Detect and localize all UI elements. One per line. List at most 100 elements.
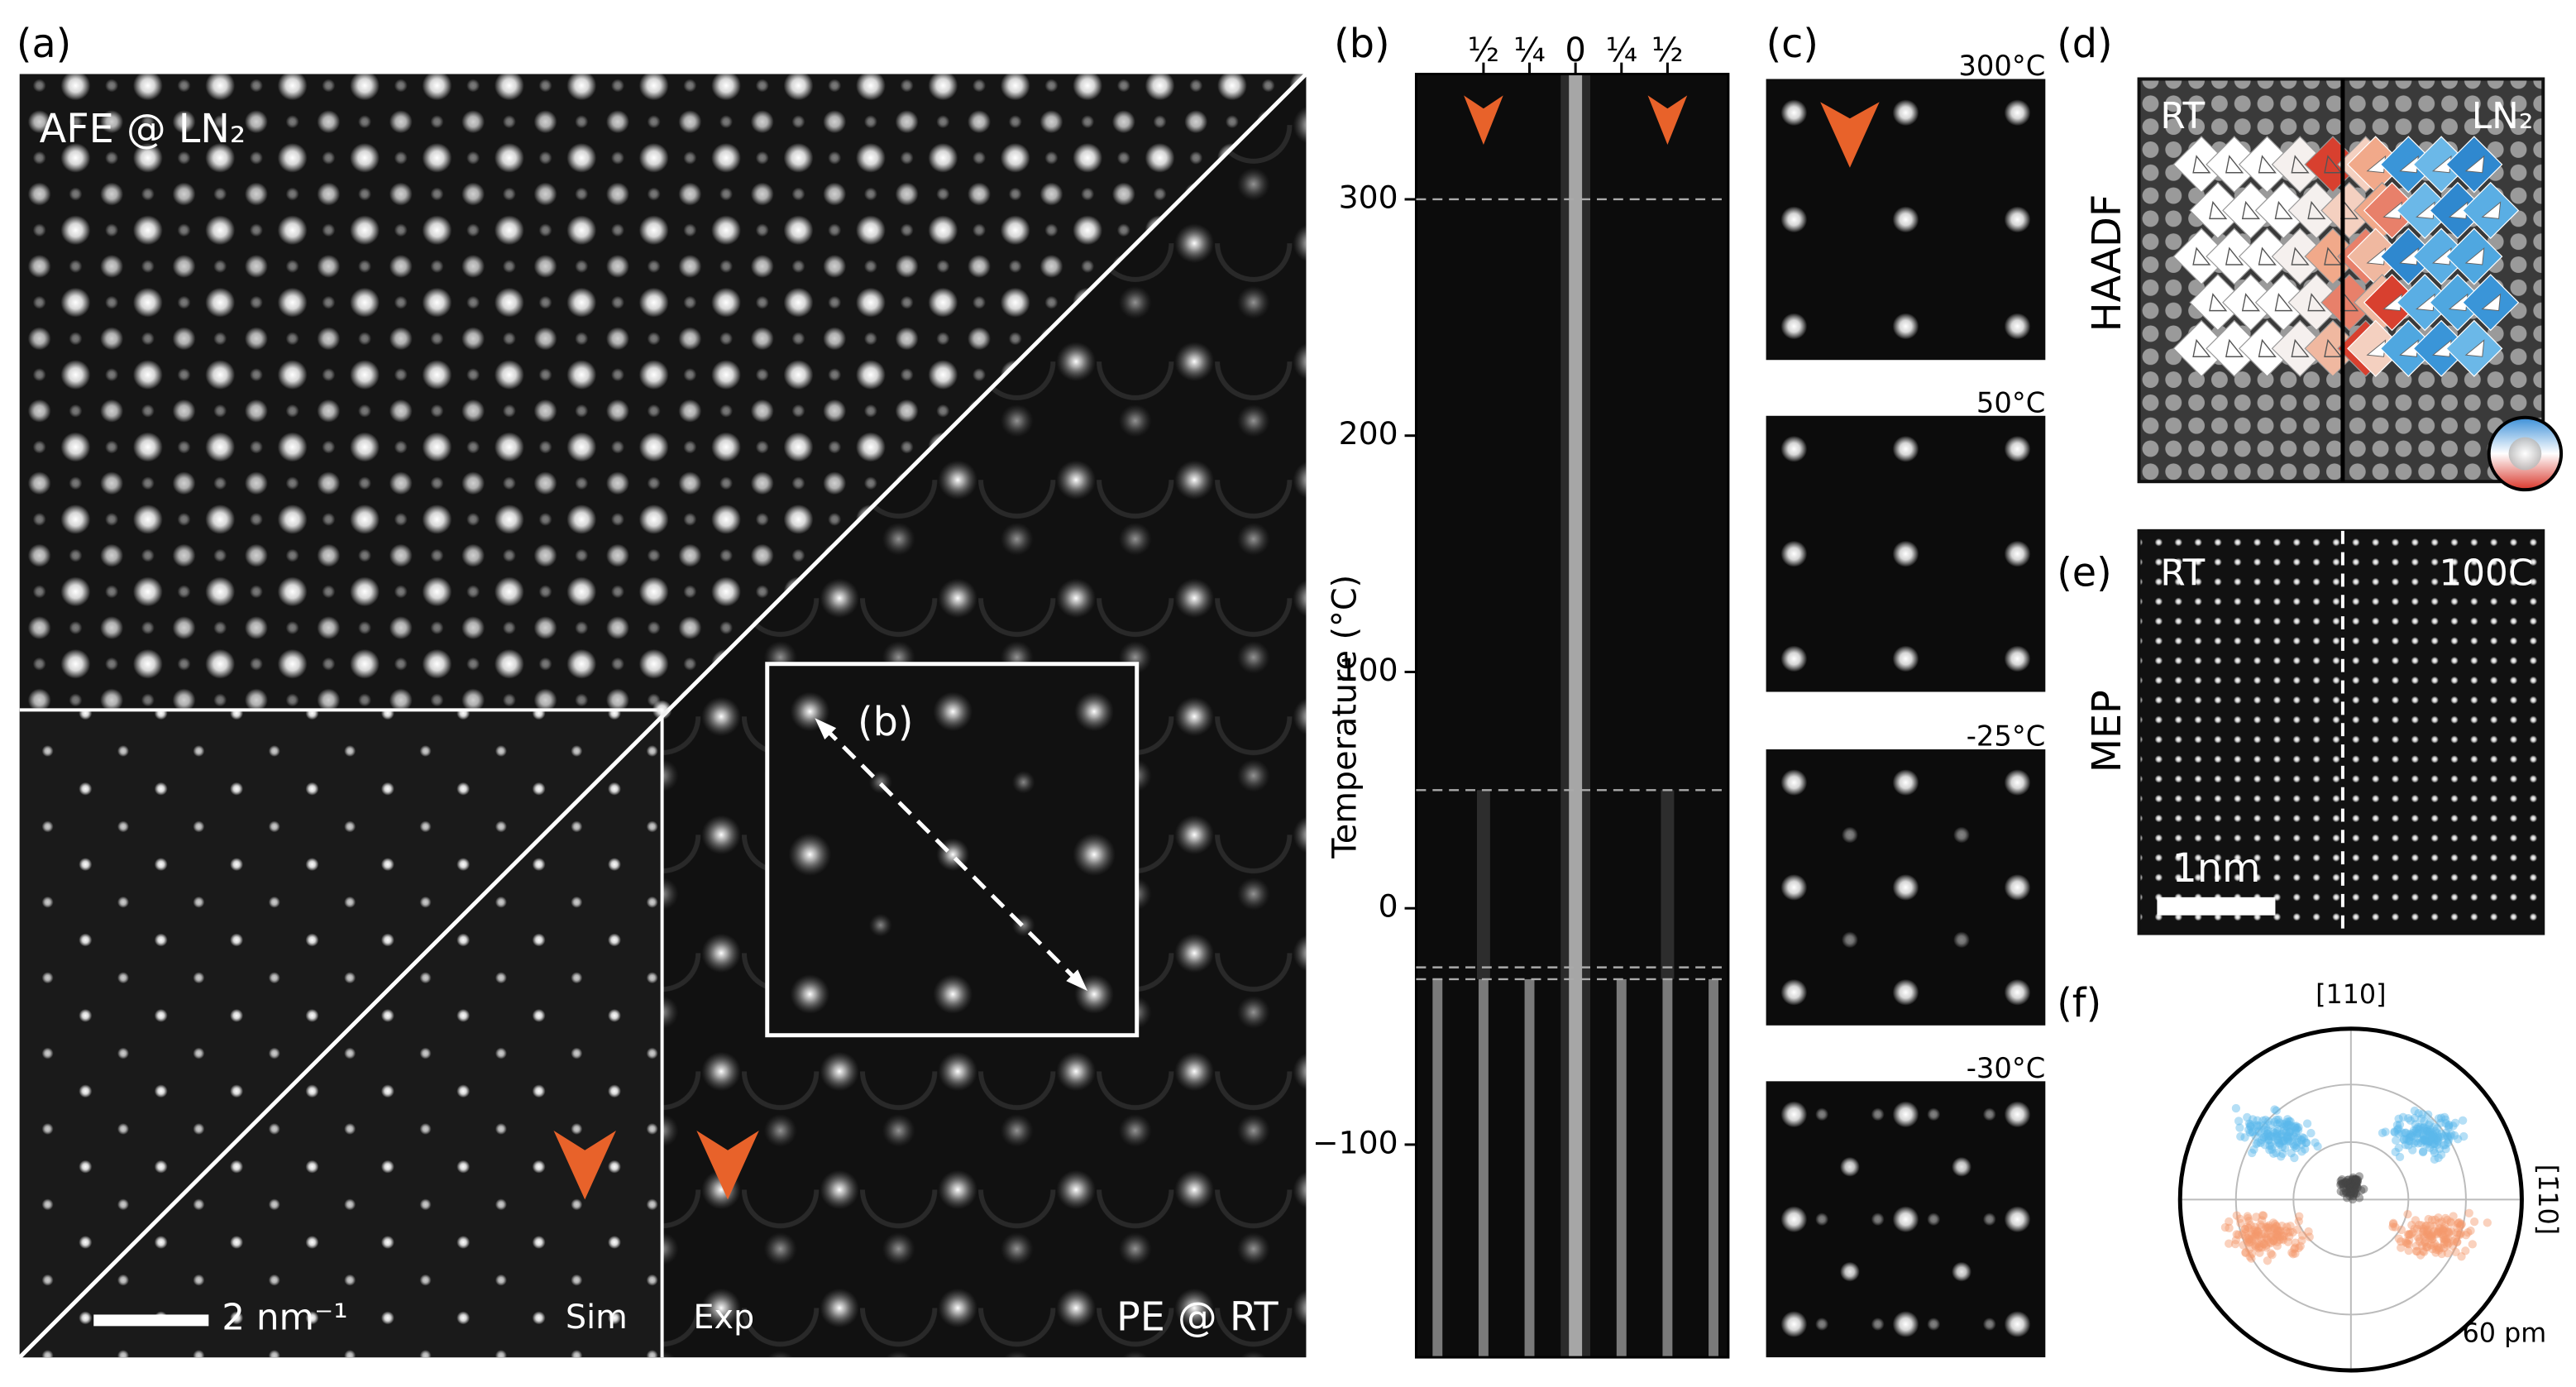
scatter-point <box>2270 1224 2279 1233</box>
scatter-point <box>2339 1184 2349 1193</box>
scatter-point <box>2265 1131 2274 1141</box>
scatter-point <box>2432 1135 2441 1145</box>
scatter-point <box>2441 1235 2450 1245</box>
scatter-point <box>2353 1175 2363 1184</box>
frame <box>1414 73 1730 1359</box>
scatter-point <box>2427 1234 2436 1244</box>
scatter-point <box>2420 1135 2429 1144</box>
scatter-point <box>2296 1135 2306 1145</box>
scatter-point <box>2294 1243 2303 1253</box>
axis-label: [110] <box>2316 980 2386 1010</box>
scatter-point <box>2248 1148 2257 1158</box>
scatter-point <box>2245 1252 2254 1261</box>
scatter-point <box>2434 1244 2444 1253</box>
scatter-point <box>2339 1179 2348 1189</box>
scatter-point <box>2246 1122 2255 1131</box>
scatter-point <box>2457 1252 2466 1261</box>
scatter-point <box>2258 1238 2267 1248</box>
scatter-point <box>2263 1229 2273 1239</box>
region-label: AFE @ LN₂ <box>40 107 246 152</box>
scatter-point <box>2464 1208 2473 1217</box>
scatter-point <box>2407 1221 2416 1230</box>
scatter-point <box>2390 1127 2399 1136</box>
scatter-point <box>2434 1153 2443 1163</box>
scatter-point <box>2289 1140 2298 1150</box>
scatter-point <box>2352 1182 2362 1192</box>
panel-label: (f) <box>2057 981 2101 1026</box>
scatter-point <box>2444 1239 2454 1248</box>
scatter-point <box>2225 1223 2234 1232</box>
scatter-point <box>2264 1135 2273 1144</box>
scatter-point <box>2401 1236 2411 1246</box>
scatter-point <box>2353 1183 2362 1193</box>
scatter-point <box>2433 1140 2442 1150</box>
scatter-point <box>2349 1175 2358 1184</box>
scatter-point <box>2252 1120 2262 1130</box>
scatter-point <box>2392 1136 2401 1145</box>
scatter-point <box>2274 1115 2283 1124</box>
scatter-point <box>2292 1125 2301 1134</box>
scatter-point <box>2346 1186 2356 1196</box>
spot <box>1927 1107 1941 1122</box>
scatter-point <box>2251 1230 2261 1239</box>
scatter-point <box>2433 1229 2442 1239</box>
polarization-tile <box>2271 136 2329 194</box>
scatter-point <box>2413 1139 2423 1148</box>
spot <box>1892 645 1919 672</box>
region-label: 100C <box>2439 552 2533 594</box>
scatter-point <box>2414 1108 2423 1118</box>
scatter-point <box>2343 1175 2352 1185</box>
scatter-point <box>2342 1181 2351 1191</box>
polarization-tile <box>2254 181 2312 239</box>
polar-frame <box>2177 1026 2524 1373</box>
scatter-point <box>2423 1227 2432 1236</box>
scatter-point <box>2337 1179 2346 1189</box>
polarization-tile <box>2304 227 2362 285</box>
scatter-point <box>2283 1136 2292 1145</box>
spot <box>1780 645 1808 672</box>
scatter-point <box>2272 1131 2281 1141</box>
y-tick-label: 200 <box>1339 415 1398 452</box>
scatter-point <box>2232 1211 2241 1220</box>
scatter-point <box>2297 1236 2306 1246</box>
scatter-point <box>2391 1222 2400 1232</box>
stripe <box>1661 790 1675 979</box>
scatter-point <box>2411 1120 2420 1129</box>
scatter-point <box>2243 1112 2252 1122</box>
scatter-point <box>2284 1120 2293 1130</box>
scatter-point <box>2266 1121 2275 1130</box>
polarization-tile <box>2238 136 2296 194</box>
scatter-point <box>2282 1133 2292 1142</box>
scatter-point <box>2425 1127 2435 1136</box>
scatter-point <box>2268 1127 2278 1136</box>
scatter-point <box>2401 1128 2410 1138</box>
scatter-point <box>2253 1231 2263 1241</box>
scatter-point <box>2225 1239 2234 1248</box>
scatter-point <box>2388 1222 2397 1232</box>
scatter-point <box>2403 1239 2412 1248</box>
scatter-point <box>2252 1212 2261 1222</box>
scatter-point <box>2349 1181 2359 1190</box>
scatter-point <box>2422 1126 2432 1136</box>
scatter-point <box>2406 1131 2416 1140</box>
scatter-point <box>2403 1209 2412 1219</box>
scatter-point <box>2452 1237 2461 1246</box>
scatter-point <box>2456 1228 2465 1238</box>
scatter-point <box>2411 1241 2421 1251</box>
spot <box>2004 540 2031 567</box>
scatter-point <box>2262 1241 2271 1251</box>
spot <box>2004 645 2031 672</box>
panel-f-polar <box>2177 1026 2524 1373</box>
scatter-point <box>2416 1114 2426 1123</box>
polarization-tile <box>2189 274 2247 332</box>
scatter-point <box>2440 1141 2450 1150</box>
scatter-point <box>2426 1232 2436 1241</box>
scatter-point <box>2247 1249 2257 1259</box>
axis-label: [1̄10] <box>2532 1165 2562 1235</box>
scatter-point <box>2290 1244 2299 1254</box>
scatter-point <box>2412 1224 2422 1233</box>
scatter-point <box>2305 1232 2314 1241</box>
scatter-point <box>2398 1112 2408 1122</box>
scatter-point <box>2403 1230 2413 1239</box>
polarization-tile <box>2222 274 2280 332</box>
